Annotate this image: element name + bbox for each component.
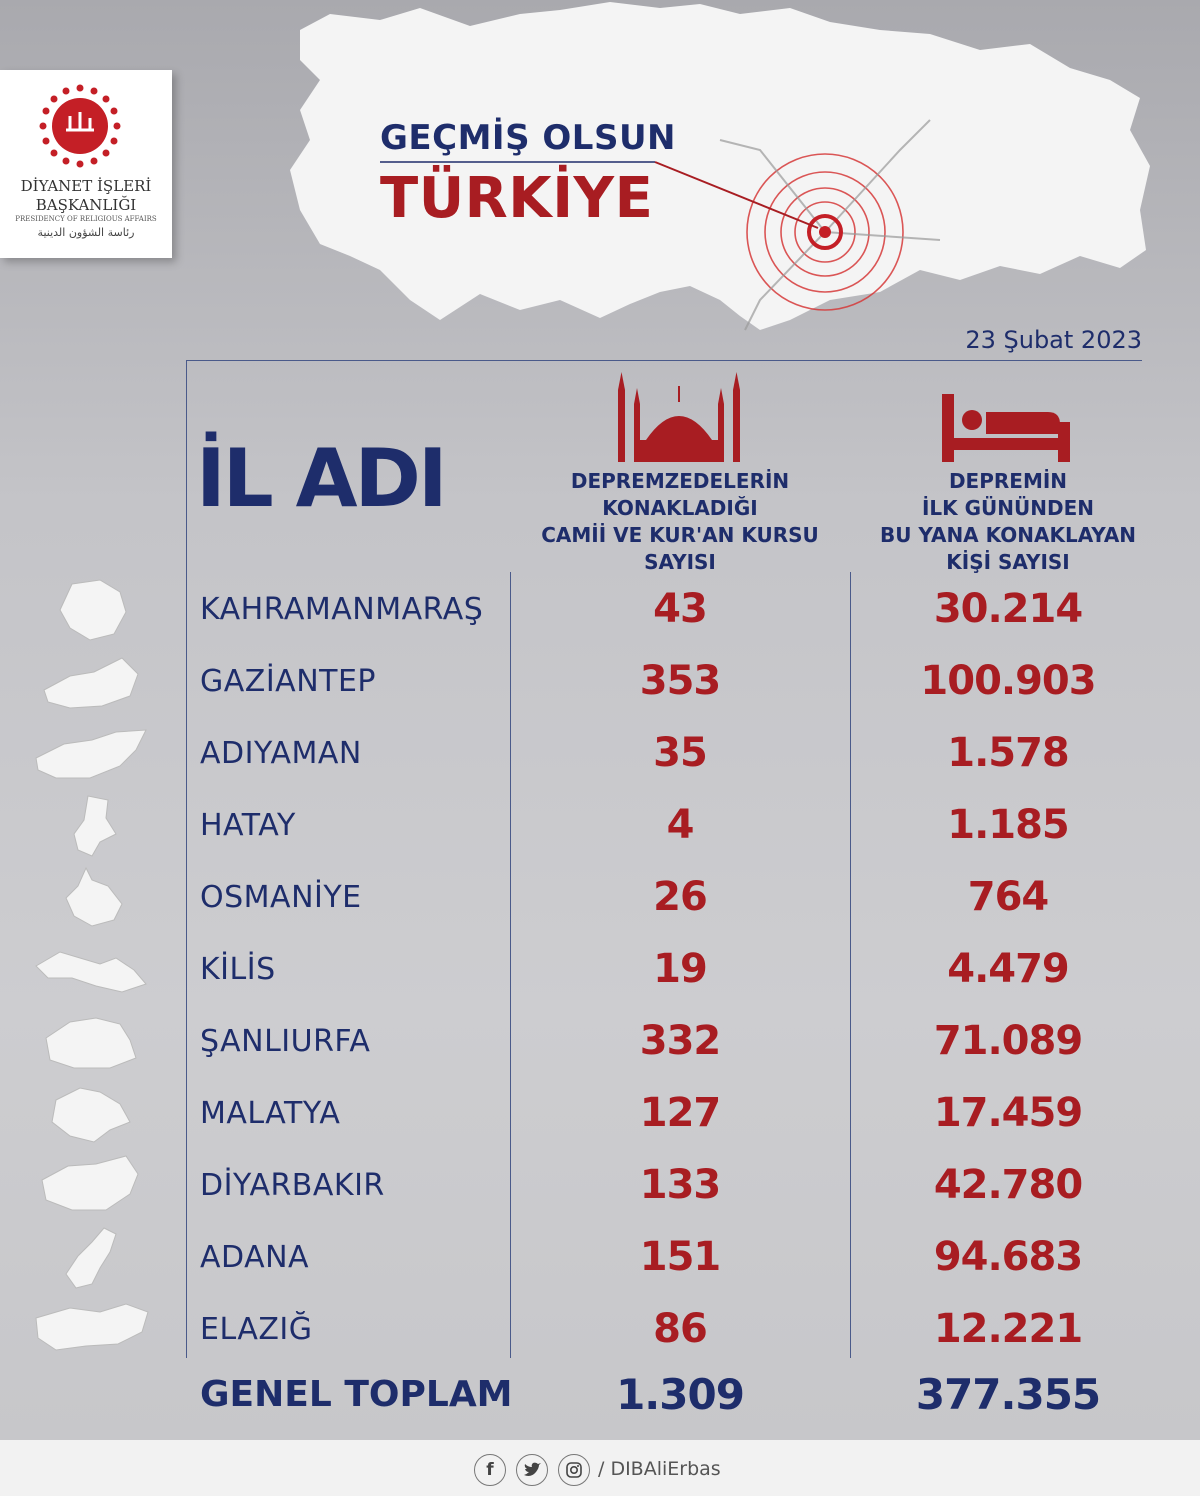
province-map-icon [59, 579, 127, 641]
province-map-icon [73, 795, 117, 857]
people-count: 71.089 [933, 1018, 1083, 1064]
province-map-icon [65, 866, 123, 927]
logo-arabic-name: رئاسة الشؤون الدينية [37, 226, 135, 239]
bed-icon [942, 394, 1070, 462]
mosque-count: 26 [653, 874, 708, 920]
diyanet-emblem-icon [39, 84, 121, 168]
column-header-mosques: DEPREMZEDELERİN KONAKLADIĞI CAMİİ VE KUR… [530, 468, 830, 576]
people-count: 1.185 [947, 802, 1070, 848]
mosque-count: 19 [653, 946, 708, 992]
province-name: ELAZIĞ [200, 1312, 313, 1347]
total-mosque-count: 1.309 [616, 1370, 745, 1419]
province-map-icon [41, 1155, 139, 1211]
table-row: KAHRAMANMARAŞ 43 30.214 [0, 574, 1200, 644]
footer: f / DIBAliErbas [0, 1440, 1200, 1496]
people-count: 94.683 [933, 1234, 1083, 1280]
province-name: KAHRAMANMARAŞ [200, 592, 484, 627]
table-row: GAZİANTEP 353 100.903 [0, 646, 1200, 716]
table-column-divider-1 [510, 572, 511, 1358]
province-name: DİYARBAKIR [200, 1168, 385, 1203]
table-row: HATAY 4 1.185 [0, 790, 1200, 860]
people-count: 100.903 [920, 658, 1096, 704]
mosque-count: 151 [639, 1234, 722, 1280]
table-left-border [186, 360, 187, 1358]
table-row: OSMANİYE 26 764 [0, 862, 1200, 932]
mosque-count: 127 [639, 1090, 722, 1136]
table-row: KİLİS 19 4.479 [0, 934, 1200, 1004]
title-gecmis-olsun: GEÇMİŞ OLSUN [380, 118, 677, 158]
diyanet-logo: DİYANET İŞLERİ BAŞKANLIĞI PRESIDENCY OF … [0, 70, 172, 258]
facebook-icon[interactable]: f [474, 1454, 506, 1486]
province-map-icon [43, 657, 139, 709]
table-row: ELAZIĞ 86 12.221 [0, 1294, 1200, 1364]
people-count: 12.221 [933, 1306, 1083, 1352]
total-label: GENEL TOPLAM [200, 1374, 513, 1415]
mosque-count: 133 [639, 1162, 722, 1208]
instagram-icon[interactable] [558, 1454, 590, 1486]
province-name: MALATYA [200, 1096, 341, 1131]
province-name: ADIYAMAN [200, 736, 362, 771]
total-people-count: 377.355 [915, 1370, 1101, 1419]
province-map-icon [65, 1227, 117, 1289]
mosque-count: 332 [639, 1018, 722, 1064]
province-name: KİLİS [200, 952, 276, 987]
table-row: ADANA 151 94.683 [0, 1222, 1200, 1292]
province-map-icon [35, 1303, 149, 1351]
mosque-count: 353 [639, 658, 722, 704]
province-map-icon [51, 1087, 131, 1143]
column-header-province: İL ADI [196, 432, 448, 525]
social-handle[interactable]: / DIBAliErbas [598, 1458, 721, 1480]
people-count: 764 [967, 874, 1050, 920]
column-header-people-line: BU YANA KONAKLAYAN [879, 523, 1137, 547]
table-column-divider-2 [850, 572, 851, 1358]
column-header-mosques-line: KONAKLADIĞI [602, 496, 758, 520]
mosque-count: 86 [653, 1306, 708, 1352]
province-map-icon [35, 951, 147, 993]
table-row: DİYARBAKIR 133 42.780 [0, 1150, 1200, 1220]
logo-english-name: PRESIDENCY OF RELIGIOUS AFFAIRS [15, 215, 157, 223]
province-name: ŞANLIURFA [200, 1024, 371, 1059]
people-count: 17.459 [933, 1090, 1083, 1136]
mosque-count: 35 [653, 730, 708, 776]
table-row: ADIYAMAN 35 1.578 [0, 718, 1200, 788]
people-count: 1.578 [947, 730, 1070, 776]
column-header-people-line: İLK GÜNÜNDEN [921, 496, 1095, 520]
people-count: 30.214 [933, 586, 1083, 632]
mosque-icon [618, 372, 740, 462]
date-label: 23 Şubat 2023 [965, 326, 1142, 354]
people-count: 4.479 [947, 946, 1070, 992]
twitter-icon[interactable] [516, 1454, 548, 1486]
logo-title-line2: BAŞKANLIĞI [35, 196, 137, 214]
province-name: HATAY [200, 808, 296, 843]
turkey-map [290, 2, 1150, 331]
table-row: ŞANLIURFA 332 71.089 [0, 1006, 1200, 1076]
column-header-people: DEPREMİN İLK GÜNÜNDEN BU YANA KONAKLAYAN… [860, 468, 1156, 576]
province-name: ADANA [200, 1240, 310, 1275]
province-name: GAZİANTEP [200, 664, 377, 699]
province-map-icon [45, 1017, 137, 1069]
column-header-people-line: KİŞİ SAYISI [946, 550, 1070, 574]
logo-title-line1: DİYANET İŞLERİ [20, 177, 152, 195]
province-name: OSMANİYE [200, 880, 362, 915]
date-divider [186, 360, 1142, 361]
column-header-mosques-line: SAYISI [644, 550, 716, 574]
province-map-icon [35, 729, 147, 779]
people-count: 42.780 [933, 1162, 1083, 1208]
column-header-mosques-line: CAMİİ VE KUR'AN KURSU [541, 523, 819, 547]
table-row: MALATYA 127 17.459 [0, 1078, 1200, 1148]
mosque-count: 43 [653, 586, 708, 632]
mosque-count: 4 [666, 802, 695, 848]
title-turkiye: TÜRKİYE [380, 166, 654, 231]
column-header-people-line: DEPREMİN [948, 469, 1068, 493]
column-header-mosques-line: DEPREMZEDELERİN [570, 469, 790, 493]
